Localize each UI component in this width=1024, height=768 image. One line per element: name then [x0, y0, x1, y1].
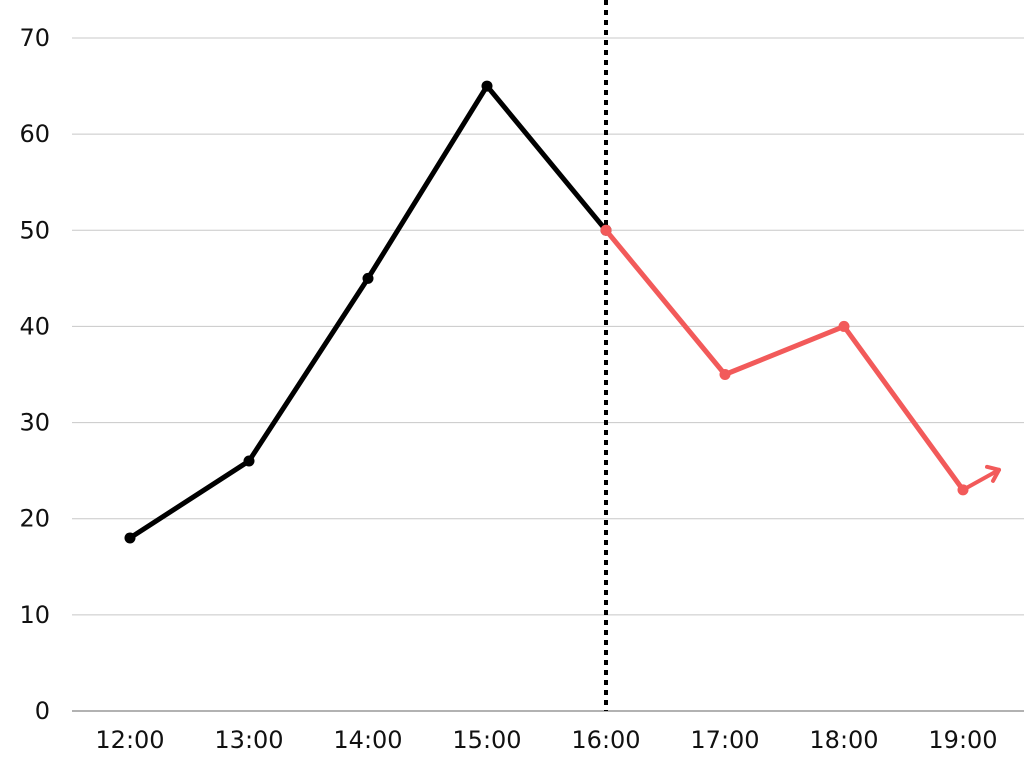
y-tick-label-0: 0	[35, 697, 50, 725]
x-tick-label-1400: 14:00	[333, 726, 402, 754]
point-actual-1200	[124, 532, 136, 544]
y-tick-label-70: 70	[19, 24, 50, 52]
y-axis-ticks: 0 10 20 30 40 50 60 70	[19, 24, 50, 725]
series-line-forecast	[603, 227, 966, 493]
x-tick-label-1300: 13:00	[214, 726, 283, 754]
y-tick-label-20: 20	[19, 505, 50, 533]
trend-arrow-head-icon	[985, 464, 1001, 483]
gridlines	[72, 37, 1024, 712]
point-forecast-1800	[838, 320, 850, 332]
x-tick-label-1700: 17:00	[690, 726, 759, 754]
series-layer	[124, 80, 1001, 544]
point-actual-1300	[243, 455, 255, 467]
point-actual-1400	[362, 272, 374, 284]
y-tick-label-10: 10	[19, 601, 50, 629]
series-line-actual	[127, 83, 609, 541]
y-tick-label-60: 60	[19, 120, 50, 148]
point-forecast-1700	[719, 369, 731, 380]
y-tick-label-40: 40	[19, 312, 50, 340]
x-tick-label-1600: 16:00	[571, 726, 640, 754]
x-tick-label-1800: 18:00	[809, 726, 878, 754]
x-tick-label-1900: 19:00	[928, 726, 997, 754]
point-actual-1500	[481, 80, 493, 92]
x-axis-ticks: 12:00 13:00 14:00 15:00 16:00 17:00 18:00 19:00	[95, 726, 997, 754]
y-tick-label-30: 30	[19, 409, 50, 437]
x-tick-label-1200: 12:00	[95, 726, 164, 754]
trend-arrow-shaft	[961, 467, 1001, 492]
x-tick-label-1500: 15:00	[452, 726, 521, 754]
point-forecast-1600	[600, 224, 612, 236]
y-tick-label-50: 50	[19, 216, 50, 244]
